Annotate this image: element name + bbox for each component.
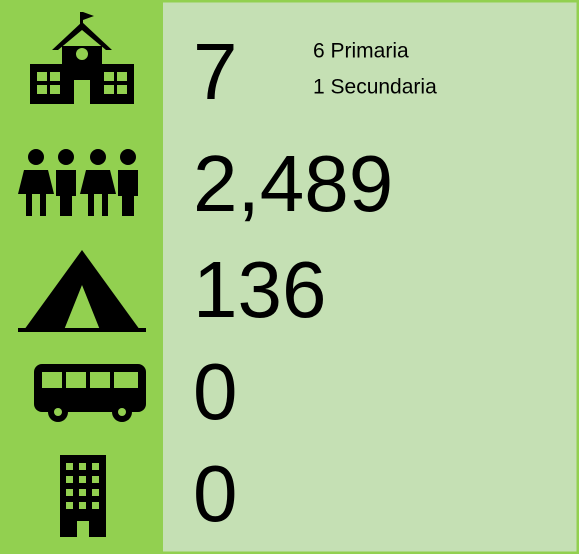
- people-icon: [18, 149, 138, 216]
- bus-icon: [34, 364, 146, 422]
- tent-icon: [18, 250, 146, 332]
- people-count: 2,489: [193, 139, 393, 228]
- bus-count: 0: [193, 347, 238, 436]
- building-count: 0: [193, 449, 238, 538]
- building-icon: [60, 455, 106, 537]
- school-icon: [30, 12, 134, 104]
- school-note: 6 Primaria: [313, 40, 409, 63]
- tent-count: 136: [193, 245, 326, 334]
- school-note: 1 Secundaria: [313, 76, 437, 99]
- school-count: 7: [193, 27, 238, 116]
